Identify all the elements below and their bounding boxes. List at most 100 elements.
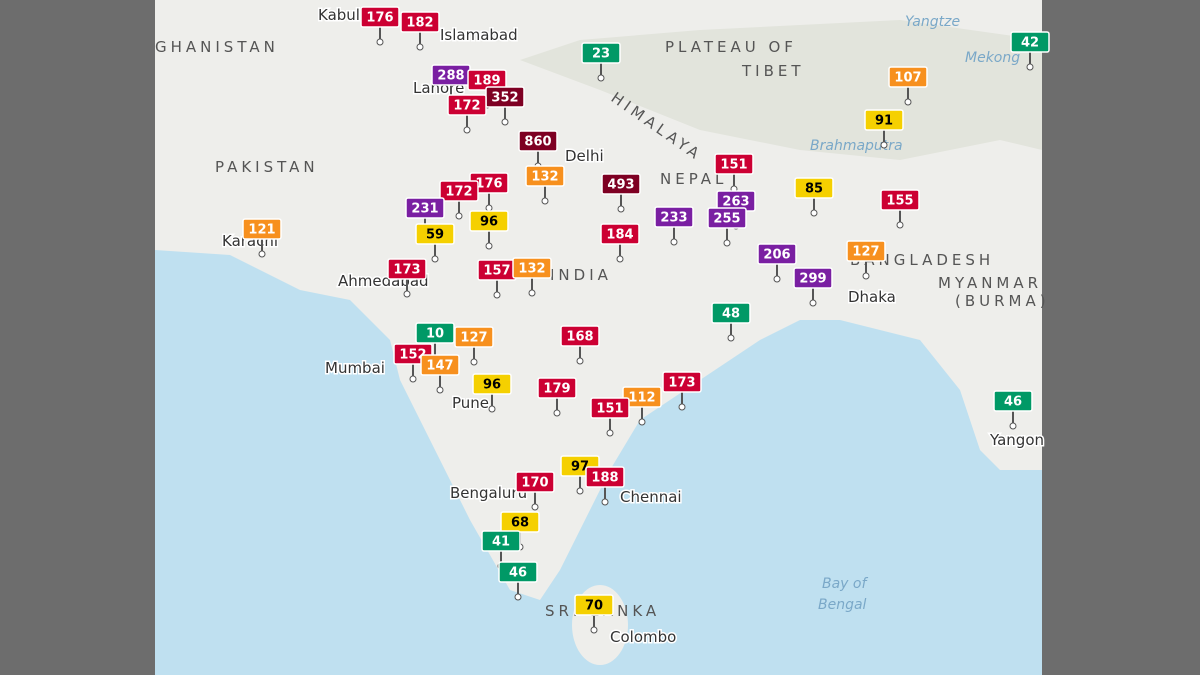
aqi-marker[interactable]: 173 <box>387 258 427 298</box>
marker-flag[interactable] <box>525 165 565 187</box>
aqi-marker[interactable]: 176 <box>469 172 509 212</box>
aqi-marker[interactable]: 132 <box>512 257 552 297</box>
marker-base <box>514 593 522 601</box>
aqi-marker[interactable]: 184 <box>600 223 640 263</box>
aqi-marker[interactable]: 70 <box>574 594 614 634</box>
marker-flag[interactable] <box>757 243 797 265</box>
marker-value: 151 <box>596 402 623 417</box>
marker-flag[interactable] <box>993 390 1033 412</box>
aqi-marker[interactable]: 168 <box>560 325 600 365</box>
aqi-marker[interactable]: 96 <box>469 210 509 250</box>
aqi-marker[interactable]: 206 <box>757 243 797 283</box>
aqi-marker[interactable]: 46 <box>498 561 538 601</box>
marker-flag[interactable] <box>469 210 509 232</box>
marker-value: 151 <box>720 158 747 173</box>
marker-base <box>553 409 561 417</box>
aqi-marker[interactable]: 188 <box>585 466 625 506</box>
place-label: Brahmaputra <box>810 138 903 154</box>
aqi-marker[interactable]: 170 <box>515 471 555 511</box>
aqi-marker[interactable]: 860 <box>518 130 558 170</box>
marker-flag[interactable] <box>242 218 282 240</box>
marker-flag[interactable] <box>794 177 834 199</box>
marker-value: 147 <box>426 359 453 374</box>
aqi-marker[interactable]: 179 <box>537 377 577 417</box>
aqi-marker[interactable]: 121 <box>242 218 282 258</box>
aqi-marker[interactable]: 96 <box>472 373 512 413</box>
aqi-marker[interactable]: 176 <box>360 6 400 46</box>
marker-flag[interactable] <box>662 371 702 393</box>
aqi-marker[interactable]: 85 <box>794 177 834 217</box>
marker-base <box>258 250 266 258</box>
marker-flag[interactable] <box>585 466 625 488</box>
marker-flag[interactable] <box>481 530 521 552</box>
marker-flag[interactable] <box>415 322 455 344</box>
aqi-marker[interactable]: 107 <box>888 66 928 106</box>
marker-base <box>463 126 471 134</box>
aqi-marker[interactable]: 173 <box>662 371 702 411</box>
marker-flag[interactable] <box>864 109 904 131</box>
marker-value: 152 <box>399 348 426 363</box>
aqi-marker[interactable]: 151 <box>714 153 754 193</box>
marker-flag[interactable] <box>515 471 555 493</box>
marker-value: 233 <box>660 211 687 226</box>
marker-flag[interactable] <box>1010 31 1050 53</box>
aqi-marker[interactable]: 132 <box>525 165 565 205</box>
marker-flag[interactable] <box>405 197 445 219</box>
aqi-marker[interactable]: 127 <box>846 240 886 280</box>
marker-flag[interactable] <box>454 326 494 348</box>
aqi-marker[interactable]: 59 <box>415 223 455 263</box>
marker-flag[interactable] <box>537 377 577 399</box>
aqi-marker[interactable]: 299 <box>793 267 833 307</box>
aqi-marker[interactable]: 172 <box>447 94 487 134</box>
marker-flag[interactable] <box>512 257 552 279</box>
marker-flag[interactable] <box>420 354 460 376</box>
marker-value: 96 <box>483 378 501 393</box>
marker-flag[interactable] <box>581 42 621 64</box>
marker-flag[interactable] <box>447 94 487 116</box>
marker-flag[interactable] <box>793 267 833 289</box>
aqi-marker[interactable]: 48 <box>711 302 751 342</box>
aqi-marker[interactable]: 233 <box>654 206 694 246</box>
marker-flag[interactable] <box>574 594 614 616</box>
aqi-marker[interactable]: 91 <box>864 109 904 149</box>
marker-base <box>431 255 439 263</box>
marker-value: 860 <box>524 135 551 150</box>
marker-flag[interactable] <box>400 11 440 33</box>
aqi-marker[interactable]: 127 <box>454 326 494 366</box>
aqi-marker[interactable]: 157 <box>477 259 517 299</box>
marker-flag[interactable] <box>518 130 558 152</box>
marker-flag[interactable] <box>601 173 641 195</box>
marker-flag[interactable] <box>439 180 479 202</box>
marker-flag[interactable] <box>622 386 662 408</box>
marker-flag[interactable] <box>888 66 928 88</box>
marker-flag[interactable] <box>415 223 455 245</box>
marker-flag[interactable] <box>387 258 427 280</box>
aqi-marker[interactable]: 352 <box>485 86 525 126</box>
marker-flag[interactable] <box>846 240 886 262</box>
marker-base <box>678 403 686 411</box>
aqi-marker[interactable]: 112 <box>622 386 662 426</box>
aqi-marker[interactable]: 23 <box>581 42 621 82</box>
marker-flag[interactable] <box>600 223 640 245</box>
marker-flag[interactable] <box>360 6 400 28</box>
marker-flag[interactable] <box>880 189 920 211</box>
marker-flag[interactable] <box>711 302 751 324</box>
marker-flag[interactable] <box>714 153 754 175</box>
marker-flag[interactable] <box>498 561 538 583</box>
aqi-marker[interactable]: 493 <box>601 173 641 213</box>
aqi-marker[interactable]: 147 <box>420 354 460 394</box>
marker-flag[interactable] <box>560 325 600 347</box>
aqi-marker[interactable]: 172 <box>439 180 479 220</box>
aqi-marker[interactable]: 41 <box>481 530 521 570</box>
marker-flag[interactable] <box>654 206 694 228</box>
marker-base <box>773 275 781 283</box>
aqi-marker[interactable]: 42 <box>1010 31 1050 71</box>
marker-flag[interactable] <box>707 207 747 229</box>
marker-flag[interactable] <box>590 397 630 419</box>
aqi-marker[interactable]: 155 <box>880 189 920 229</box>
aqi-marker[interactable]: 182 <box>400 11 440 51</box>
marker-flag[interactable] <box>472 373 512 395</box>
aqi-marker[interactable]: 255 <box>707 207 747 247</box>
aqi-marker[interactable]: 151 <box>590 397 630 437</box>
aqi-marker[interactable]: 46 <box>993 390 1033 430</box>
